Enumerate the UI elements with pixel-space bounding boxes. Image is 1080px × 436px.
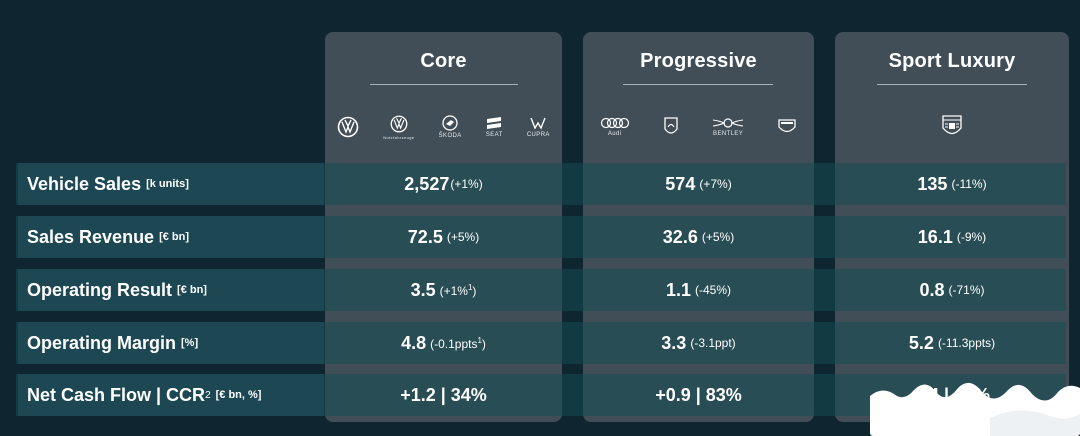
value-cell: 574 (+7%) xyxy=(665,173,732,194)
brand-logos-sport-luxury xyxy=(835,112,1069,142)
vw-logo-icon xyxy=(337,116,359,138)
value-cell: 72.5 (+5%) xyxy=(407,226,480,247)
value-cell: 3.5 (+1%1) xyxy=(410,279,477,300)
audi-logo-icon: Audi xyxy=(600,117,630,137)
value-cell: 32.6 (+5%) xyxy=(662,226,735,247)
value-cell: 3.3 (-3.1ppt) xyxy=(661,332,736,353)
torn-overlay xyxy=(870,382,1080,436)
value-cell: 135 (-11%) xyxy=(917,173,987,194)
bentley-logo-icon: BENTLEY xyxy=(712,117,744,137)
row-label-vehicle-sales: Vehicle Sales [k units] xyxy=(18,163,324,205)
divider xyxy=(370,84,518,85)
value-cell: 5.2 (-11.3ppts) xyxy=(908,332,996,353)
value-cell: 1.1 (-45%) xyxy=(665,279,732,300)
row-label-sales-revenue: Sales Revenue [€ bn] xyxy=(18,216,324,258)
brand-logos-progressive: Audi BENTLEY xyxy=(583,112,814,142)
brand-logos-core: Nutzfahrzeuge ŠKODA SEAT CUPRA xyxy=(325,112,562,142)
seat-logo-icon: SEAT xyxy=(486,116,503,138)
skoda-logo-icon: ŠKODA xyxy=(439,115,462,139)
divider xyxy=(877,84,1027,85)
divider xyxy=(623,84,773,85)
value-cell: +1.2 | 34% xyxy=(400,384,487,405)
segment-title-progressive: Progressive xyxy=(640,50,757,72)
segment-title-core: Core xyxy=(420,50,467,72)
value-cell: 0.8 (-71%) xyxy=(919,279,985,300)
value-cell: 2,527 (+1%) xyxy=(404,173,483,194)
row-label-operating-result: Operating Result [€ bn] xyxy=(18,269,324,311)
porsche-crest-icon xyxy=(942,115,962,139)
value-cell: +0.9 | 83% xyxy=(655,384,742,405)
value-cell: 4.8 (-0.1ppts1) xyxy=(401,332,486,353)
value-cell: 16.1 (-9%) xyxy=(917,226,987,247)
vw-nutzfahrzeuge-logo-icon: Nutzfahrzeuge xyxy=(383,115,414,140)
lamborghini-logo-icon xyxy=(663,117,679,137)
row-label-operating-margin: Operating Margin [%] xyxy=(18,322,324,364)
segment-title-sport-luxury: Sport Luxury xyxy=(888,50,1016,72)
cupra-logo-icon: CUPRA xyxy=(527,116,550,138)
row-label-net-cash-flow: Net Cash Flow | CCR 2 [€ bn, %] xyxy=(18,374,324,416)
ducati-logo-icon xyxy=(777,117,797,137)
